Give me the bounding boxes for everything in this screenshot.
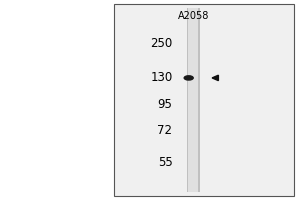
Ellipse shape <box>184 76 193 80</box>
Bar <box>187 8 200 192</box>
Text: 95: 95 <box>158 98 172 111</box>
Text: A2058: A2058 <box>178 11 209 21</box>
Text: 250: 250 <box>150 37 172 50</box>
Text: 130: 130 <box>150 71 172 84</box>
Bar <box>114 4 294 196</box>
Bar <box>199 8 200 192</box>
Text: 55: 55 <box>158 156 172 169</box>
Polygon shape <box>212 75 218 81</box>
Text: 72: 72 <box>158 124 172 137</box>
Bar <box>187 8 188 192</box>
